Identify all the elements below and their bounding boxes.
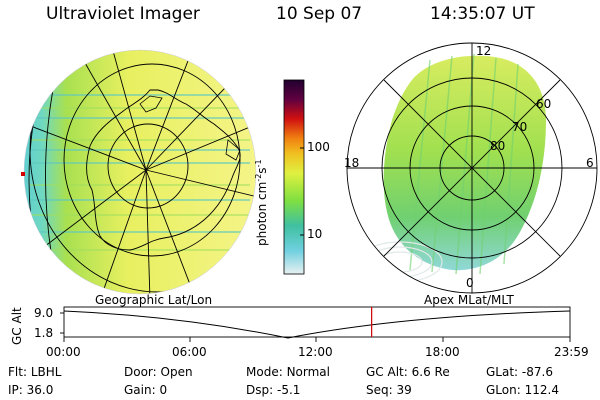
polar-lat-70: 70 <box>512 120 528 134</box>
unit-exponent-2: -1 <box>254 159 263 168</box>
timeline-right-title: Apex MLat/MLT <box>424 293 514 307</box>
status-label: IP: <box>8 383 23 397</box>
polar-label-6: 6 <box>586 156 594 170</box>
status-value: -87.6 <box>521 365 553 379</box>
observation-time: 14:35:07 UT <box>430 4 535 24</box>
observation-date: 10 Sep 07 <box>276 4 363 24</box>
status-label: GC Alt: <box>366 365 408 379</box>
status-value: 0 <box>159 383 168 397</box>
polar-image <box>346 42 598 294</box>
status-label: Gain: <box>124 383 156 397</box>
status-mode: Mode: Normal <box>246 365 330 379</box>
status-label: GLon: <box>486 383 521 397</box>
status-glat: GLat: -87.6 <box>486 365 553 379</box>
geographic-image <box>21 49 257 295</box>
timeline-axis-title: GC Alt <box>10 307 24 345</box>
timeline-y-bottom: 1.8 <box>34 326 54 340</box>
status-label: Door: <box>124 365 157 379</box>
status-label: Mode: <box>246 365 283 379</box>
status-value: 112.4 <box>524 383 559 397</box>
timeline-x-tick: 00:00 <box>46 345 81 359</box>
timeline-left-title: Geographic Lat/Lon <box>95 293 213 307</box>
status-value: Normal <box>286 365 330 379</box>
status-value: Open <box>160 365 193 379</box>
status-dsp: Dsp: -5.1 <box>246 383 300 397</box>
status-value: LBHL <box>30 365 62 379</box>
timeline-x-tick: 12:00 <box>298 345 333 359</box>
status-gain: Gain: 0 <box>124 383 167 397</box>
status-flt: Flt: LBHL <box>8 365 61 379</box>
status-glon: GLon: 112.4 <box>486 383 559 397</box>
instrument-title: Ultraviolet Imager <box>46 4 200 24</box>
status-ip: IP: 36.0 <box>8 383 53 397</box>
timeline-x-tick: 23:59 <box>554 345 589 359</box>
unit-text: photon cm <box>255 181 269 246</box>
status-label: GLat: <box>486 365 519 379</box>
polar-lat-60: 60 <box>536 97 552 111</box>
timeline-plot <box>60 306 571 342</box>
colorbar-unit-label: photon cm-2s-1 <box>254 159 269 246</box>
status-gc-alt: GC Alt: 6.6 Re <box>366 365 450 379</box>
polar-label-12: 12 <box>476 44 492 58</box>
timeline-x-tick: 18:00 <box>425 345 460 359</box>
status-value: 39 <box>396 383 412 397</box>
status-seq: Seq: 39 <box>366 383 412 397</box>
colorbar-tick-100: 100 <box>307 140 330 154</box>
status-value: -5.1 <box>276 383 301 397</box>
colorbar <box>283 79 305 275</box>
polar-lat-80: 80 <box>490 139 506 153</box>
status-label: Dsp: <box>246 383 274 397</box>
unit-exponent-1: -2 <box>254 173 263 182</box>
status-label: Seq: <box>366 383 393 397</box>
timeline-y-top: 9.0 <box>34 306 54 320</box>
timeline-x-tick: 06:00 <box>172 345 207 359</box>
status-door: Door: Open <box>124 365 193 379</box>
polar-label-18: 18 <box>344 156 360 170</box>
status-value: 36.0 <box>26 383 54 397</box>
status-value: 6.6 Re <box>411 365 450 379</box>
status-label: Flt: <box>8 365 27 379</box>
colorbar-tick-10: 10 <box>307 227 323 241</box>
unit-seconds: s <box>255 167 269 174</box>
marker-dot <box>21 172 25 176</box>
polar-label-0: 0 <box>466 276 474 290</box>
